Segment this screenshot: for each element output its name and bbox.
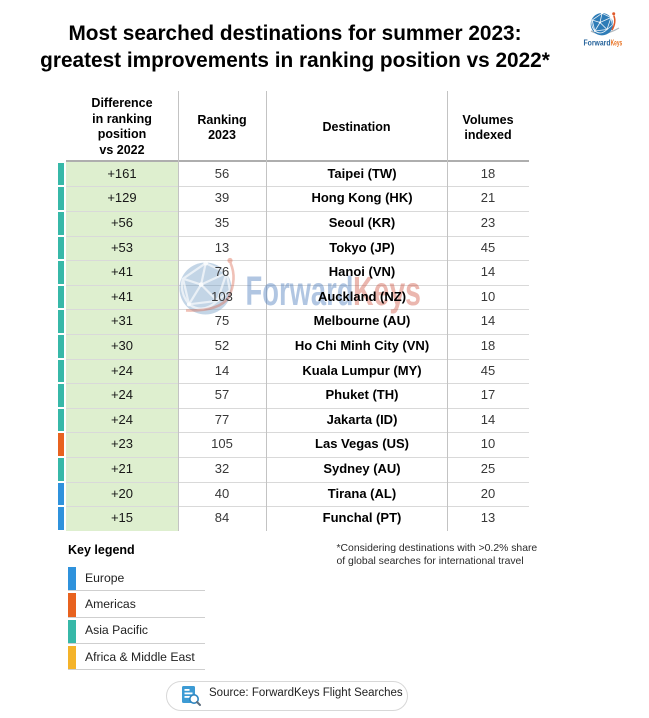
svg-text:Forward: Forward	[584, 39, 611, 48]
svg-text:Keys: Keys	[353, 268, 421, 314]
svg-text:Keys: Keys	[611, 39, 623, 48]
svg-text:Forward: Forward	[246, 268, 354, 314]
